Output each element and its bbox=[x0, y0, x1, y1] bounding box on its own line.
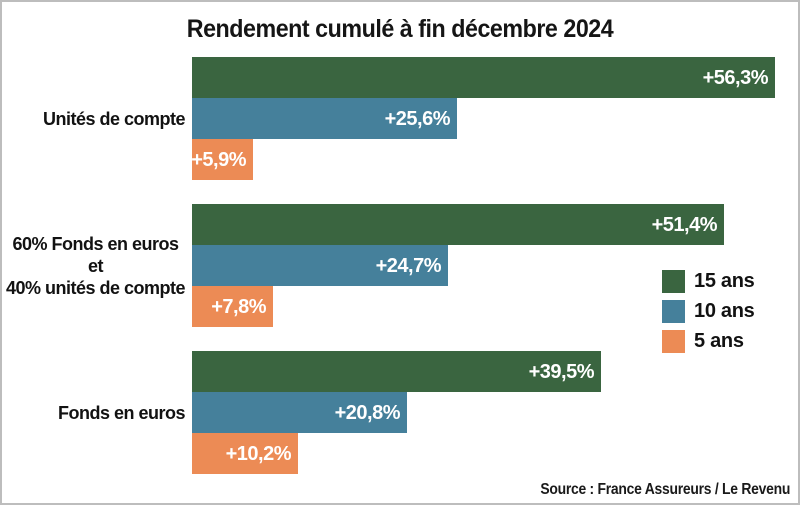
legend-swatch bbox=[662, 330, 685, 353]
legend-swatch bbox=[662, 270, 685, 293]
category-label: Unités de compte bbox=[2, 57, 192, 180]
value-label: +20,8% bbox=[334, 402, 401, 424]
value-label: +39,5% bbox=[528, 361, 595, 383]
bar-stack: +51,4% +24,7% +7,8% bbox=[192, 204, 798, 327]
bar-group: 60% Fonds en euros et 40% unités de compte… bbox=[2, 204, 798, 327]
bar-5-ans: +5,9% bbox=[191, 139, 253, 180]
legend-label: 5 ans bbox=[694, 330, 744, 352]
bar-stack: +39,5% +20,8% +10,2% bbox=[192, 351, 798, 474]
category-label-text: Fonds en euros bbox=[57, 402, 186, 423]
value-label: +51,4% bbox=[651, 214, 718, 236]
bar-group: Unités de compte +56,3% +25,6% +5,9% bbox=[2, 57, 798, 180]
value-label: +24,7% bbox=[375, 255, 442, 277]
legend-label: 10 ans bbox=[694, 300, 755, 322]
legend: 15 ans 10 ans 5 ans bbox=[662, 270, 755, 360]
value-label: +7,8% bbox=[211, 296, 266, 318]
bar-10-ans: +20,8% bbox=[192, 392, 407, 433]
bar-stack: +56,3% +25,6% +5,9% bbox=[191, 57, 798, 180]
legend-item: 10 ans bbox=[662, 300, 755, 323]
source-credit: Source : France Assureurs / Le Revenu bbox=[540, 481, 790, 498]
category-label: 60% Fonds en euros et 40% unités de compte bbox=[2, 204, 192, 327]
bar-5-ans: +7,8% bbox=[192, 286, 273, 327]
category-label-text: Unités de compte bbox=[42, 108, 186, 129]
bar-15-ans: +56,3% bbox=[192, 57, 775, 98]
value-label: +25,6% bbox=[384, 108, 451, 130]
bar-5-ans: +10,2% bbox=[192, 433, 298, 474]
value-label: +10,2% bbox=[225, 443, 292, 465]
bar-10-ans: +25,6% bbox=[192, 98, 457, 139]
chart-title: Rendement cumulé à fin décembre 2024 bbox=[186, 15, 614, 43]
value-label: +5,9% bbox=[191, 149, 246, 171]
legend-item: 15 ans bbox=[662, 270, 755, 293]
category-label-text: 60% Fonds en euros et 40% unités de compte bbox=[5, 233, 186, 298]
legend-swatch bbox=[662, 300, 685, 323]
bar-10-ans: +24,7% bbox=[192, 245, 448, 286]
bar-15-ans: +39,5% bbox=[192, 351, 601, 392]
legend-label: 15 ans bbox=[694, 270, 755, 292]
legend-item: 5 ans bbox=[662, 330, 754, 353]
bar-15-ans: +51,4% bbox=[192, 204, 724, 245]
category-label: Fonds en euros bbox=[2, 351, 192, 474]
bar-group: Fonds en euros +39,5% +20,8% +10,2% bbox=[2, 351, 798, 474]
value-label: +56,3% bbox=[702, 67, 769, 89]
